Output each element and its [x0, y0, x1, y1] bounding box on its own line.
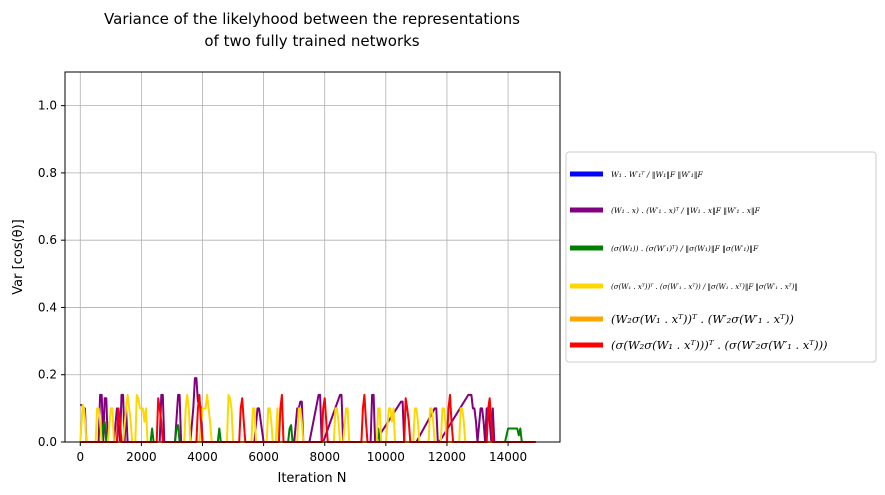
legend-entry-3: (σ(W₁)) . (σ(W′₁)ᵀ) / ‖σ(W₁)‖F ‖σ(W′₁)‖F	[570, 244, 759, 253]
y-tick-label: 0.0	[38, 435, 57, 449]
legend-label-6: (σ(W₂σ(W₁ . xᵀ)))ᵀ . (σ(W′₂σ(W′₁ . xᵀ)))	[611, 338, 828, 352]
grid-lines	[65, 72, 560, 443]
y-tick-label: 1.0	[38, 99, 57, 113]
x-tick-label: 14000	[489, 450, 527, 464]
x-tick-label: 8000	[309, 450, 340, 464]
chart-title-line-2: of two fully trained networks	[204, 32, 419, 50]
y-tick-label: 0.2	[38, 368, 57, 382]
x-tick-label: 6000	[248, 450, 279, 464]
x-axis: 0 2000 4000 6000 8000 10000 12000 14000	[76, 442, 527, 464]
x-tick-label: 2000	[126, 450, 157, 464]
legend-label-2: (W₁ . x) . (W′₁ . x)ᵀ / ‖W₁ . x‖F ‖W′₁ .…	[611, 206, 761, 215]
series-line-2	[80, 377, 536, 443]
y-tick-label: 0.8	[38, 166, 57, 180]
chart-title-line-1: Variance of the likelyhood between the r…	[104, 10, 520, 28]
plot-area-frame	[64, 71, 561, 443]
series-line-3	[80, 420, 536, 443]
legend-label-4: (σ(W₁ . xᵀ))ᵀ . (σ(W′₁ . xᵀ)) / ‖σ(W₁ . …	[611, 283, 798, 291]
legend-entry-5: (W₂σ(W₁ . xᵀ))ᵀ . (W′₂σ(W′₁ . xᵀ))	[570, 312, 794, 326]
x-tick-label: 10000	[367, 450, 405, 464]
legend-box	[565, 151, 877, 363]
x-axis-label: Iteration N	[278, 471, 347, 486]
legend-entry-4: (σ(W₁ . xᵀ))ᵀ . (σ(W′₁ . xᵀ)) / ‖σ(W₁ . …	[570, 283, 798, 291]
x-tick-label: 4000	[187, 450, 218, 464]
legend-entry-1: W₁ . W′₁ᵀ / ‖W₁‖F ‖W′₁‖F	[570, 170, 703, 179]
legend-entry-2: (W₁ . x) . (W′₁ . x)ᵀ / ‖W₁ . x‖F ‖W′₁ .…	[570, 206, 761, 215]
legend: W₁ . W′₁ᵀ / ‖W₁‖F ‖W′₁‖F (W₁ . x) . (W′₁…	[565, 151, 877, 363]
series-layer	[79, 377, 536, 443]
legend-label-1: W₁ . W′₁ᵀ / ‖W₁‖F ‖W′₁‖F	[611, 170, 703, 179]
y-tick-label: 0.4	[38, 300, 57, 314]
legend-label-5: (W₂σ(W₁ . xᵀ))ᵀ . (W′₂σ(W′₁ . xᵀ))	[611, 312, 794, 326]
x-tick-label: 12000	[428, 450, 466, 464]
series-line-6	[80, 393, 536, 443]
y-tick-label: 0.6	[38, 233, 57, 247]
series-line-4	[79, 393, 536, 443]
y-axis: 0.0 0.2 0.4 0.6 0.8 1.0	[38, 99, 65, 449]
y-axis-label: Var [cos(θ)]	[11, 219, 26, 294]
x-tick-label: 0	[76, 450, 84, 464]
legend-entry-6: (σ(W₂σ(W₁ . xᵀ)))ᵀ . (σ(W′₂σ(W′₁ . xᵀ)))	[570, 338, 828, 352]
legend-label-3: (σ(W₁)) . (σ(W′₁)ᵀ) / ‖σ(W₁)‖F ‖σ(W′₁)‖F	[611, 244, 759, 253]
